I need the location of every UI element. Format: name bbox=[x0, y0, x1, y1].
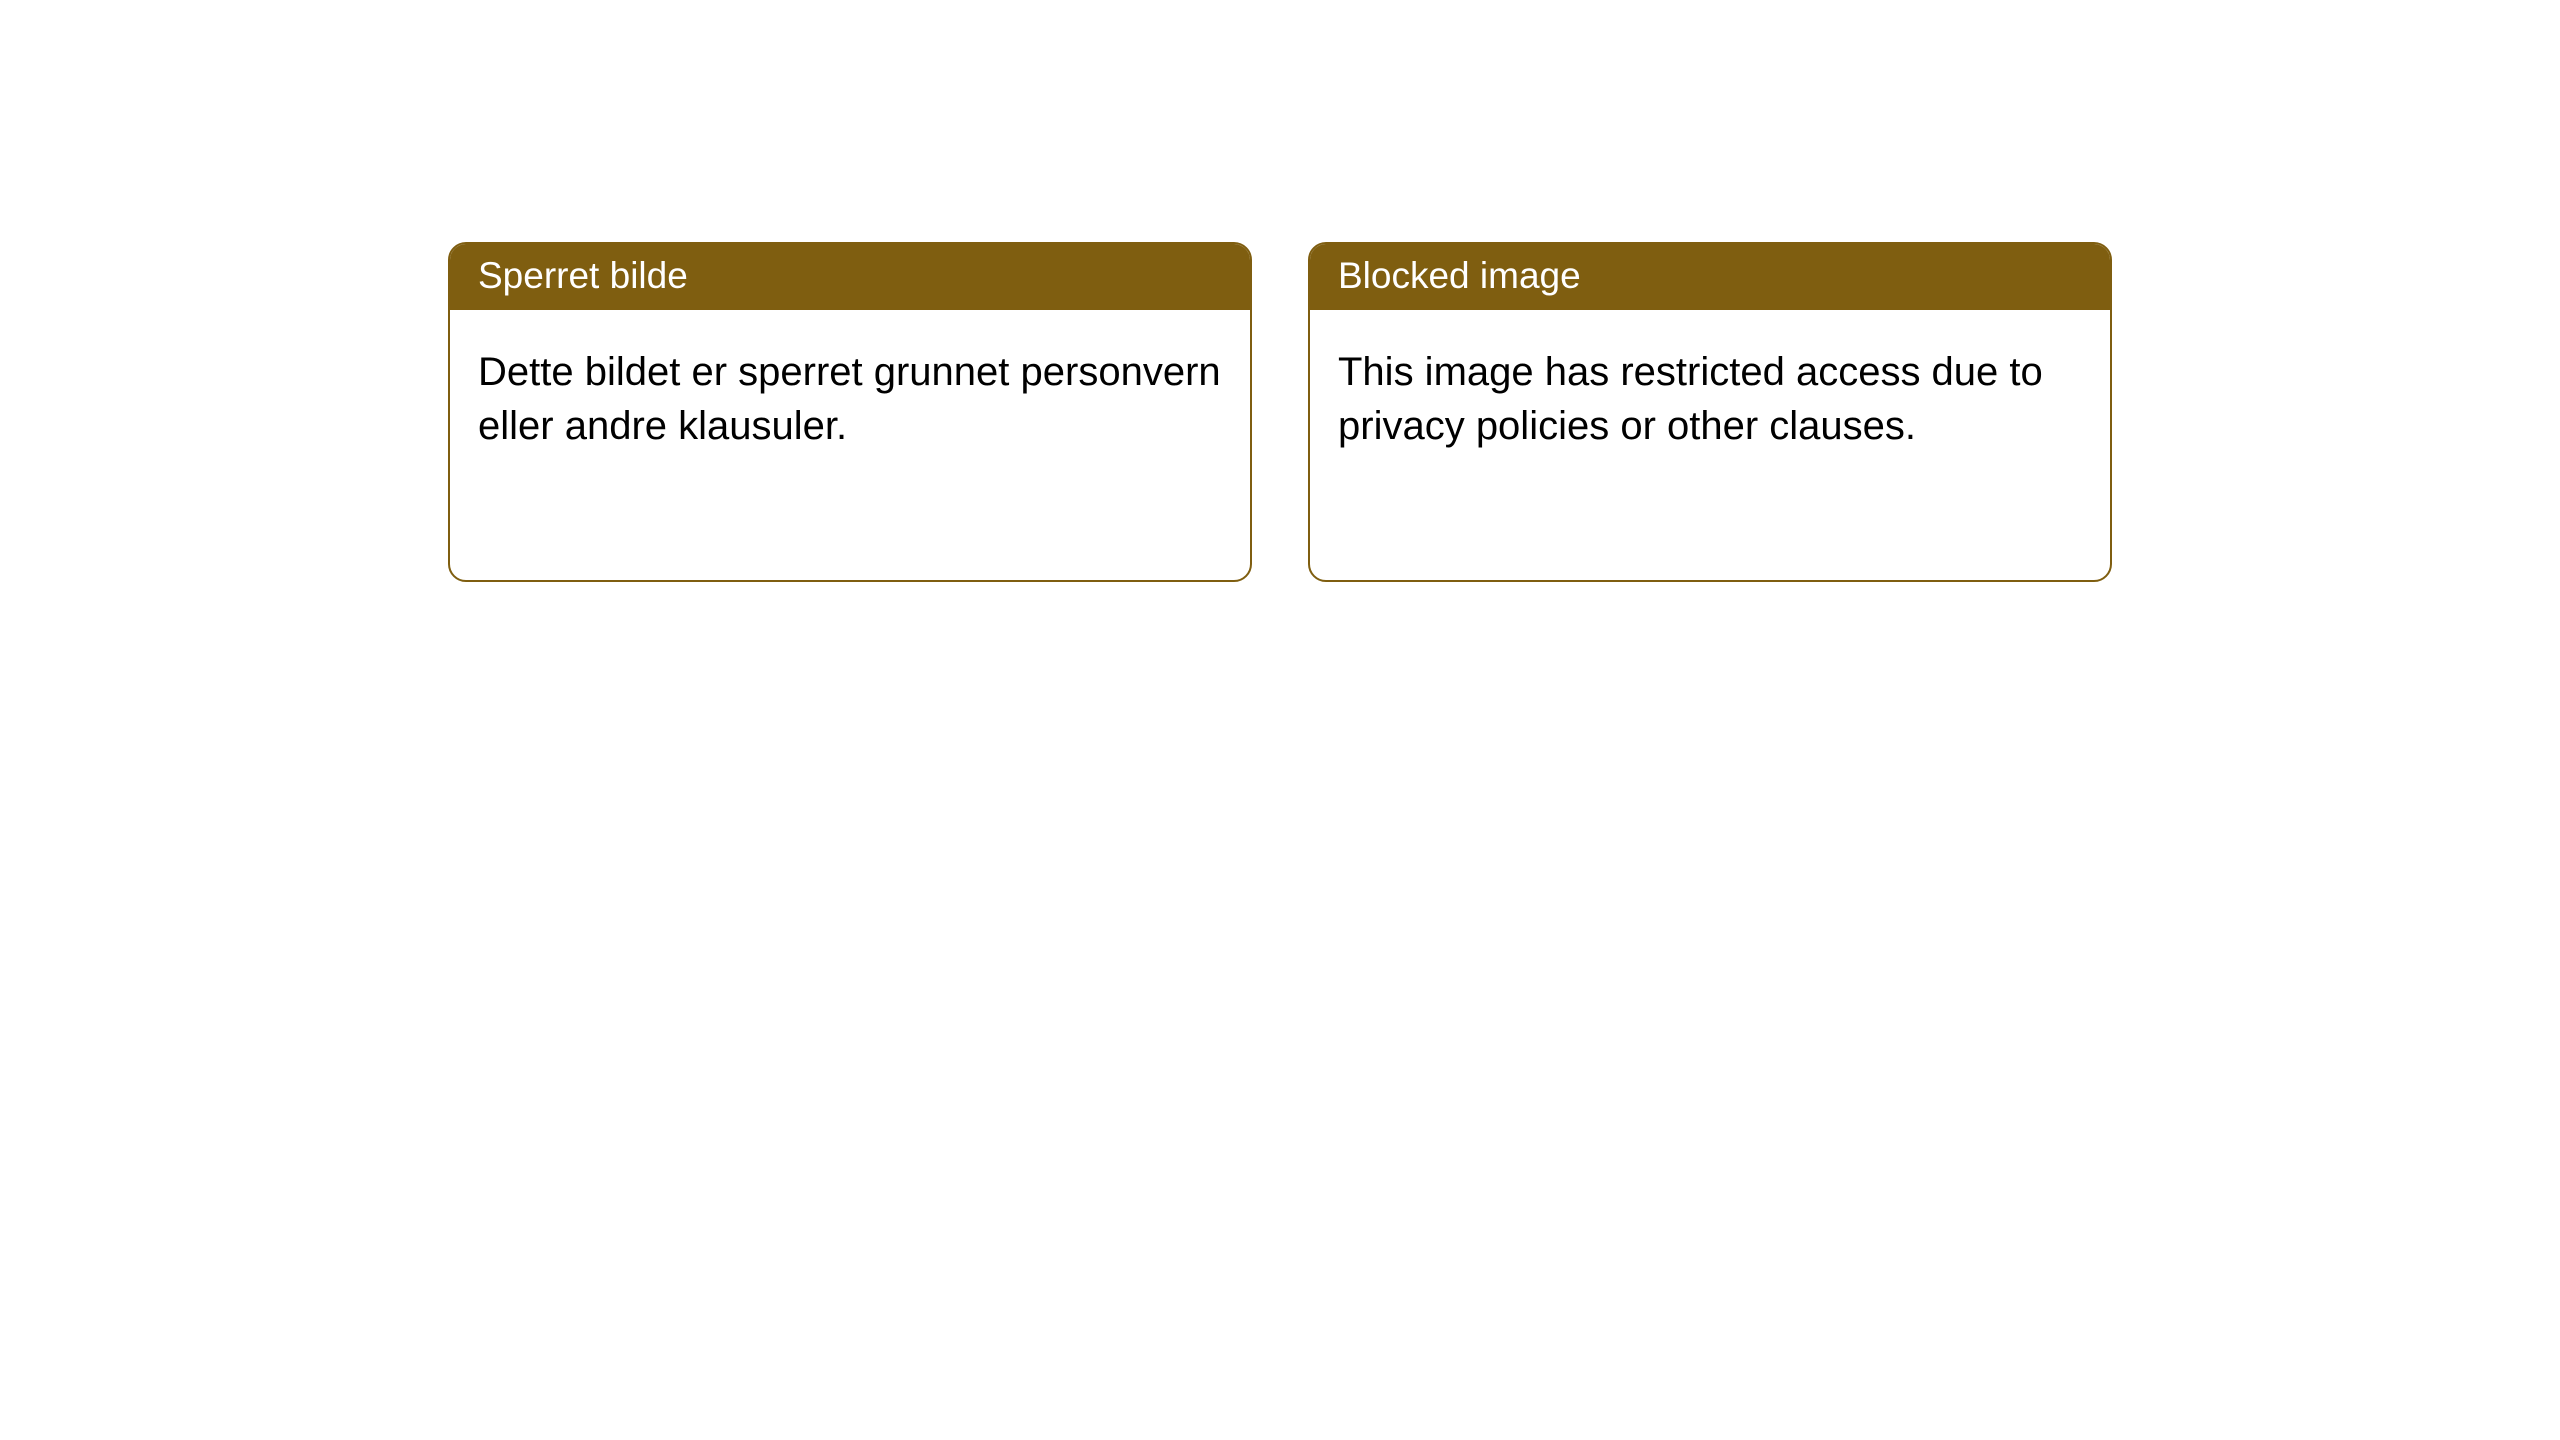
notice-body-english: This image has restricted access due to … bbox=[1310, 310, 2110, 580]
notice-header-norwegian: Sperret bilde bbox=[450, 244, 1250, 310]
notice-body-norwegian: Dette bildet er sperret grunnet personve… bbox=[450, 310, 1250, 580]
notice-card-english: Blocked image This image has restricted … bbox=[1308, 242, 2112, 582]
notice-header-english: Blocked image bbox=[1310, 244, 2110, 310]
notice-card-norwegian: Sperret bilde Dette bildet er sperret gr… bbox=[448, 242, 1252, 582]
notice-container: Sperret bilde Dette bildet er sperret gr… bbox=[448, 242, 2112, 582]
